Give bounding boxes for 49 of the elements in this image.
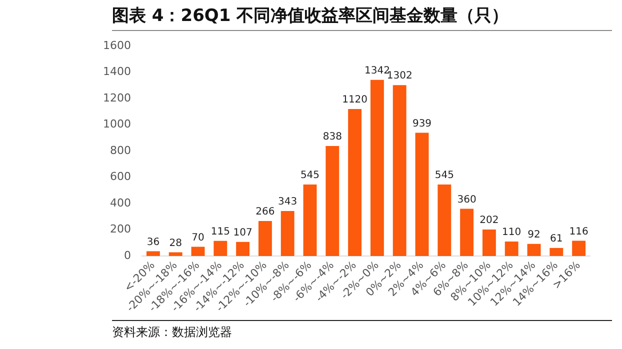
y-tick-label: 400: [110, 196, 131, 210]
bar: [550, 248, 564, 256]
bar: [370, 80, 384, 256]
data-label: 92: [528, 229, 540, 240]
data-label: 838: [322, 132, 342, 143]
data-label: 266: [256, 206, 275, 218]
bar: [438, 184, 452, 256]
y-tick-label: 200: [110, 222, 131, 236]
data-label: 939: [412, 118, 432, 130]
bar: [236, 242, 250, 256]
y-tick-label: 1400: [102, 65, 131, 78]
data-label: 202: [480, 215, 499, 226]
data-label: 545: [434, 170, 454, 182]
y-tick-label: 1000: [102, 118, 131, 131]
text: 资料来源：数据浏览器: [112, 320, 612, 341]
data-label: 70: [192, 232, 204, 244]
bar: [303, 184, 317, 256]
data-label: 360: [457, 194, 476, 206]
data-label: 116: [569, 226, 588, 238]
data-label: 36: [146, 236, 160, 248]
bar: [258, 221, 272, 256]
bar: [392, 85, 406, 256]
y-tick-label: 0: [124, 248, 131, 262]
bar: [214, 240, 228, 256]
data-label: 115: [210, 226, 230, 238]
data-label: 343: [278, 196, 298, 208]
bar: [527, 244, 541, 256]
bar: [326, 146, 340, 256]
data-label: 28: [169, 238, 182, 249]
chart-title: 图表 4：26Q1 不同净值收益率区间基金数量（只）: [112, 4, 612, 31]
bar: [460, 208, 474, 256]
data-label: 1120: [342, 94, 368, 106]
bar: [572, 240, 586, 256]
bar: [415, 132, 429, 256]
bar: [280, 210, 294, 256]
bar: [504, 242, 518, 256]
bar: [168, 252, 182, 256]
bar: [348, 108, 362, 256]
data-label: 110: [502, 227, 522, 238]
data-label: 61: [550, 234, 563, 245]
y-tick-label: 1600: [102, 38, 131, 52]
bar: [482, 229, 496, 256]
y-tick-label: 1200: [102, 91, 131, 104]
y-tick-label: 800: [110, 144, 131, 157]
data-label: 545: [300, 170, 320, 182]
data-label: 107: [233, 228, 252, 239]
bar: [146, 251, 160, 256]
y-tick-label: 600: [110, 170, 131, 184]
bar: [191, 246, 205, 256]
